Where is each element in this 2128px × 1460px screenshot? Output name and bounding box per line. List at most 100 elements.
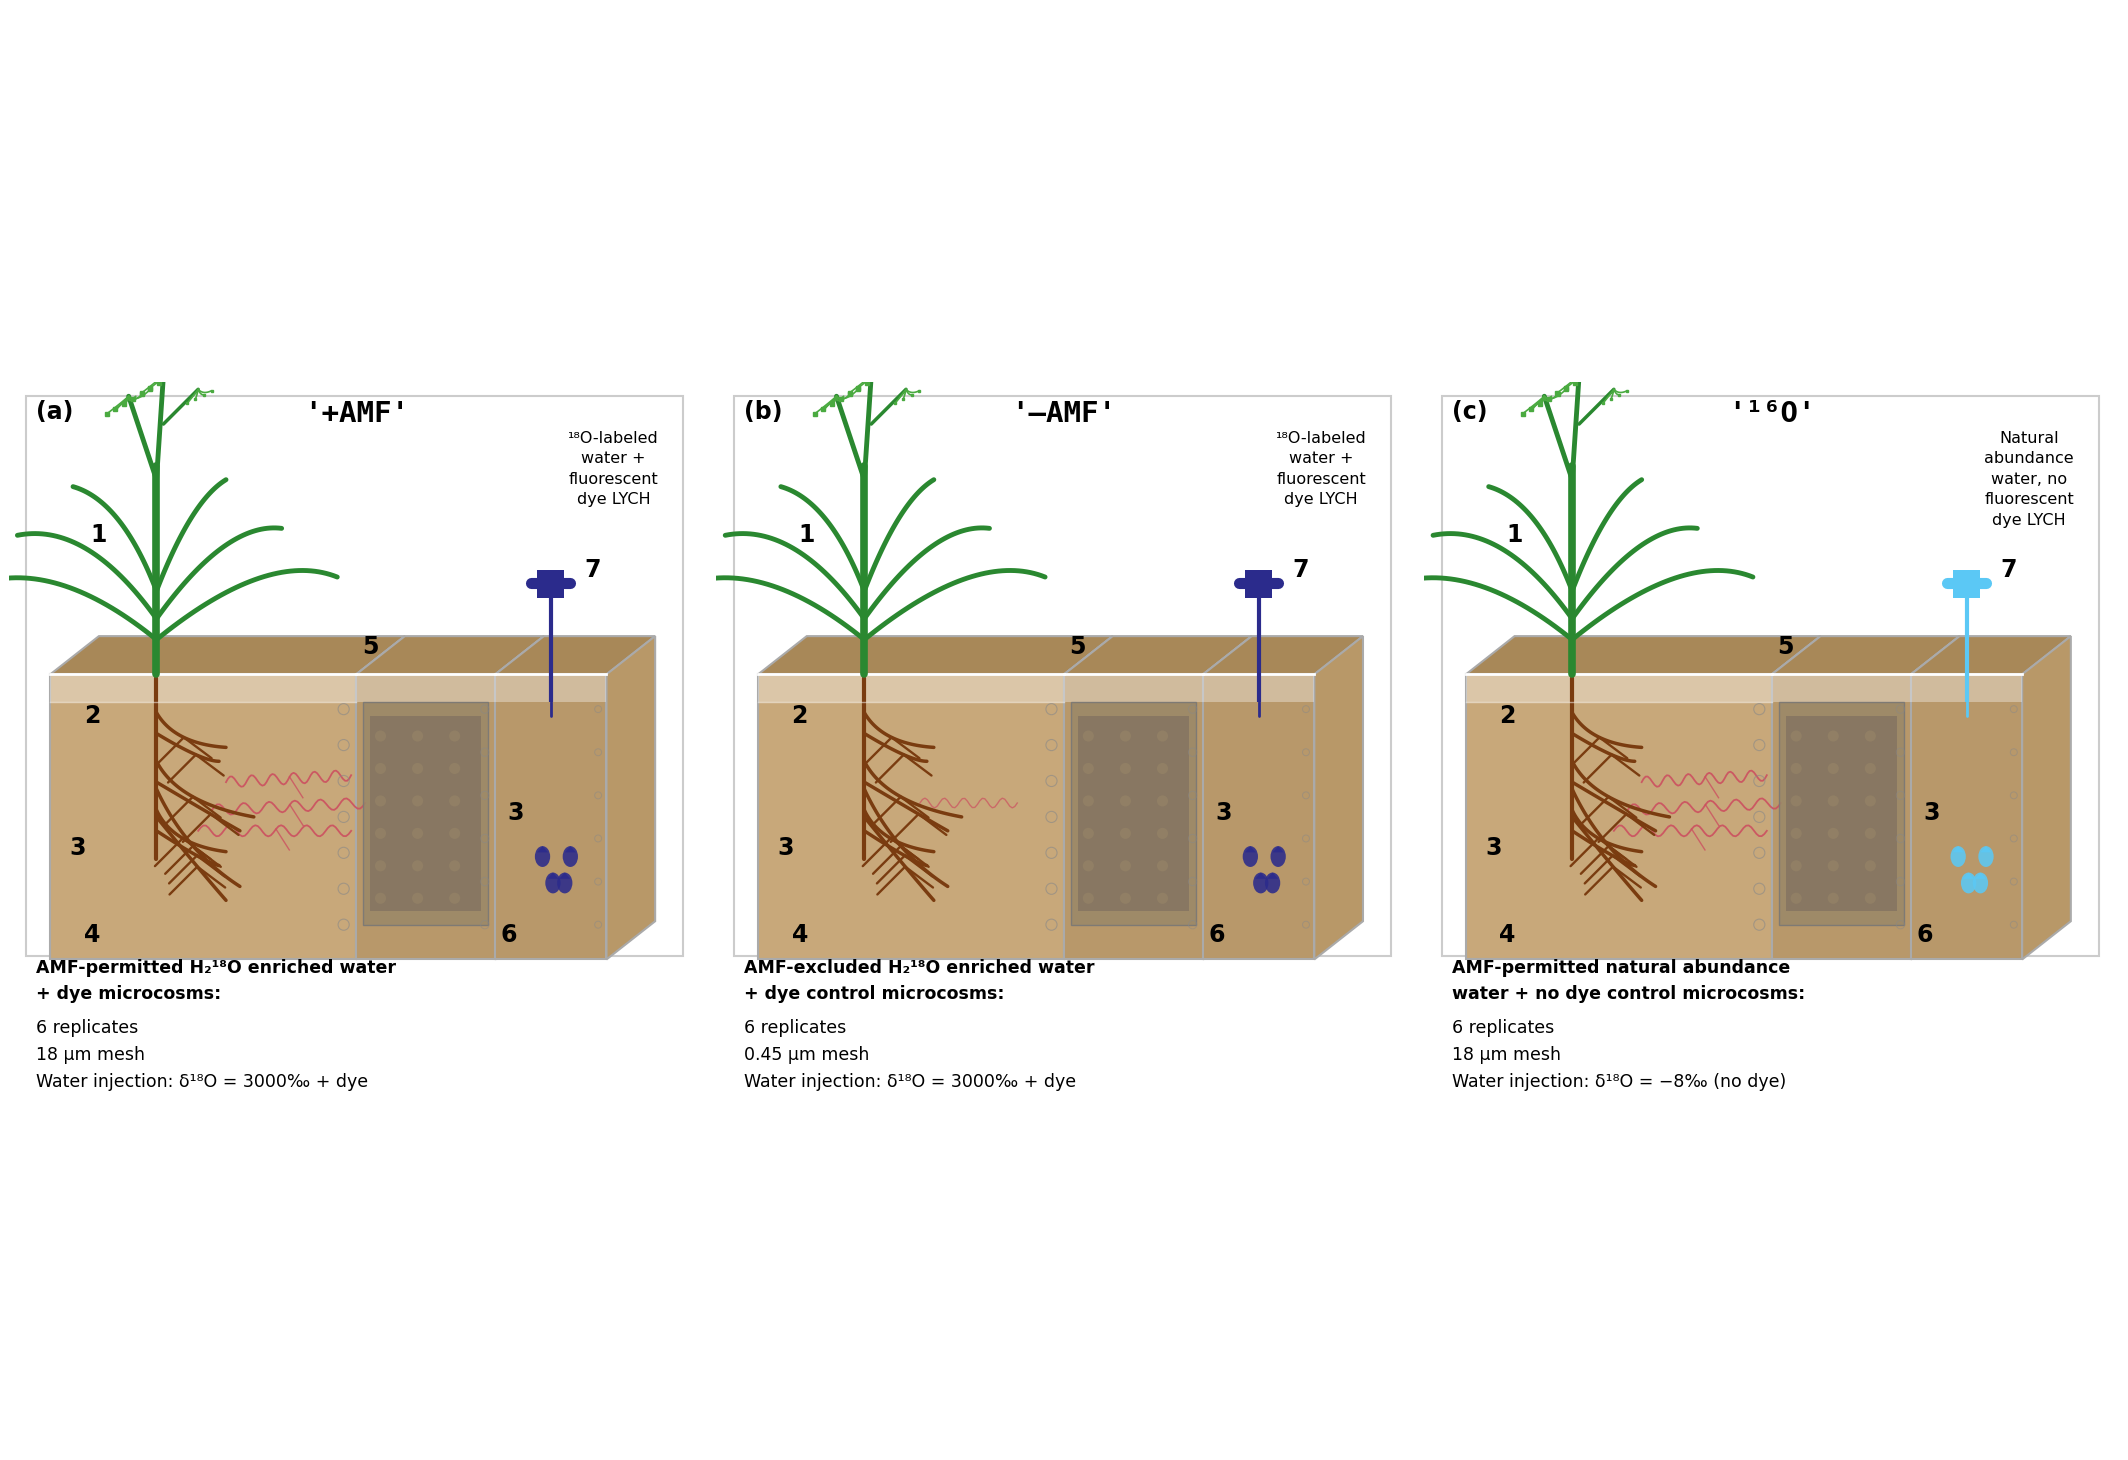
Text: 2: 2 (83, 704, 100, 729)
Polygon shape (1064, 637, 1251, 675)
Text: 3: 3 (509, 802, 523, 825)
Circle shape (1790, 892, 1802, 904)
Polygon shape (1954, 847, 1964, 853)
Circle shape (1828, 892, 1839, 904)
Text: 4: 4 (83, 923, 100, 948)
Text: 7: 7 (585, 558, 600, 583)
Circle shape (1158, 828, 1168, 840)
Text: 1: 1 (92, 523, 106, 548)
Text: 2: 2 (1500, 704, 1515, 729)
Circle shape (1083, 730, 1094, 742)
Text: (b): (b) (745, 400, 783, 423)
Polygon shape (1202, 637, 1364, 675)
Circle shape (413, 892, 423, 904)
Circle shape (1119, 860, 1130, 872)
Circle shape (1790, 764, 1802, 774)
Polygon shape (1773, 637, 1819, 959)
Bar (1466, 675, 1773, 959)
Bar (758, 675, 1064, 702)
Circle shape (1119, 796, 1130, 806)
Text: ¹⁸O-labeled
water +
fluorescent
dye LYCH: ¹⁸O-labeled water + fluorescent dye LYCH (1277, 431, 1366, 507)
Circle shape (1158, 796, 1168, 806)
Text: 6 replicates
0.45 μm mesh
Water injection: δ¹⁸O = 3000‰ + dye: 6 replicates 0.45 μm mesh Water injectio… (745, 1019, 1077, 1091)
Ellipse shape (1962, 873, 1977, 894)
Text: 3: 3 (70, 837, 87, 860)
Ellipse shape (545, 873, 560, 894)
Polygon shape (496, 637, 655, 675)
Text: 6: 6 (1209, 923, 1226, 948)
Text: ¹⁸O-labeled
water +
fluorescent
dye LYCH: ¹⁸O-labeled water + fluorescent dye LYCH (568, 431, 660, 507)
Circle shape (375, 730, 385, 742)
Circle shape (413, 828, 423, 840)
Polygon shape (536, 847, 549, 853)
Bar (758, 675, 1064, 959)
Bar (1785, 715, 1896, 911)
FancyBboxPatch shape (26, 396, 683, 956)
Text: (c): (c) (1451, 400, 1487, 423)
Text: 3: 3 (1924, 802, 1941, 825)
Circle shape (1119, 892, 1130, 904)
FancyBboxPatch shape (1441, 396, 2098, 956)
Text: AMF-excluded H₂¹⁸O enriched water
+ dye control microcosms:: AMF-excluded H₂¹⁸O enriched water + dye … (745, 959, 1094, 1003)
Polygon shape (564, 847, 577, 853)
Circle shape (1864, 730, 1877, 742)
Circle shape (1790, 796, 1802, 806)
Polygon shape (1315, 637, 1364, 959)
Bar (1954, 569, 1981, 599)
Text: 5: 5 (1777, 635, 1794, 658)
Circle shape (1083, 796, 1094, 806)
Ellipse shape (1973, 873, 1988, 894)
Circle shape (1158, 764, 1168, 774)
Circle shape (1864, 764, 1877, 774)
Circle shape (413, 796, 423, 806)
Text: AMF-permitted natural abundance
water + no dye control microcosms:: AMF-permitted natural abundance water + … (1451, 959, 1805, 1003)
Circle shape (1083, 828, 1094, 840)
Text: 1: 1 (798, 523, 815, 548)
Polygon shape (1273, 847, 1283, 853)
Text: 4: 4 (1500, 923, 1515, 948)
Polygon shape (1911, 637, 2071, 675)
Circle shape (449, 796, 460, 806)
Text: 2: 2 (792, 704, 809, 729)
Bar (370, 715, 481, 911)
Text: '¹⁶O': '¹⁶O' (1728, 400, 1815, 428)
Polygon shape (1064, 637, 1113, 959)
Circle shape (1828, 796, 1839, 806)
Polygon shape (560, 873, 570, 879)
Bar (1466, 675, 1773, 702)
Ellipse shape (562, 847, 579, 867)
Polygon shape (1256, 873, 1266, 879)
Circle shape (449, 828, 460, 840)
Circle shape (1828, 860, 1839, 872)
Bar (1773, 675, 1911, 959)
Circle shape (413, 860, 423, 872)
FancyBboxPatch shape (734, 396, 1392, 956)
Ellipse shape (1270, 847, 1285, 867)
Bar (1911, 675, 2022, 702)
Bar (51, 675, 355, 959)
Polygon shape (2022, 637, 2071, 959)
Bar (496, 675, 606, 702)
Text: Natural
abundance
water, no
fluorescent
dye LYCH: Natural abundance water, no fluorescent … (1983, 431, 2075, 527)
Circle shape (1083, 860, 1094, 872)
Text: 7: 7 (1292, 558, 1309, 583)
Circle shape (1790, 828, 1802, 840)
Circle shape (1158, 892, 1168, 904)
Bar (1773, 675, 1911, 702)
Circle shape (413, 730, 423, 742)
Ellipse shape (534, 847, 551, 867)
Text: 6: 6 (500, 923, 517, 948)
Ellipse shape (1253, 873, 1268, 894)
Circle shape (1864, 860, 1877, 872)
Circle shape (375, 828, 385, 840)
Bar (1202, 675, 1315, 959)
Polygon shape (355, 637, 404, 959)
Circle shape (1158, 860, 1168, 872)
Bar (1779, 702, 1905, 924)
Ellipse shape (1243, 847, 1258, 867)
Circle shape (1828, 730, 1839, 742)
Polygon shape (496, 637, 545, 959)
Polygon shape (1773, 637, 1960, 675)
Bar (1911, 675, 2022, 959)
Bar (1064, 675, 1202, 959)
